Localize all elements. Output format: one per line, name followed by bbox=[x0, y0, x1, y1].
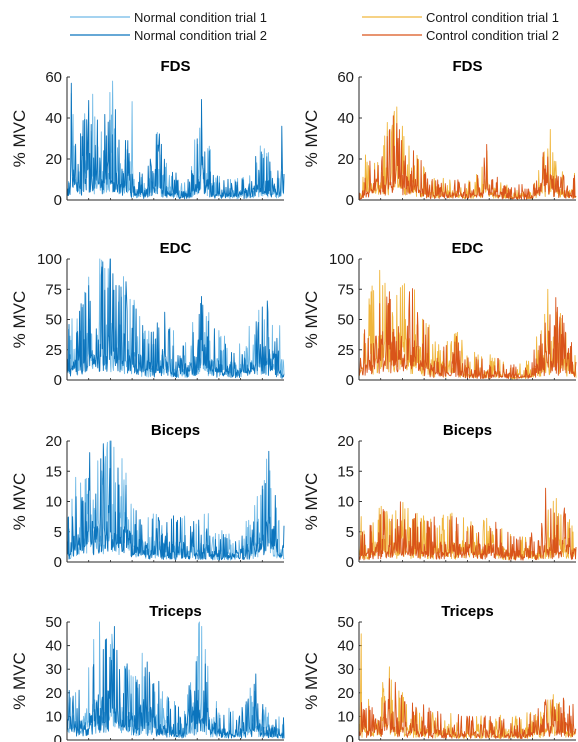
panels-grid: FDS % MVC 0 20 40 60 FDS % MVC 0 20 40 60 EDC % MVC 0 2… bbox=[10, 58, 577, 742]
y-tick-label: 30 bbox=[45, 661, 62, 678]
series-line-normal-trial-2 bbox=[66, 626, 285, 739]
y-tick-label: 40 bbox=[45, 110, 62, 127]
panel-biceps-control: Biceps % MVC 0 5 10 15 20 bbox=[302, 422, 577, 571]
panel-biceps-normal: Biceps % MVC 0 5 10 15 20 bbox=[10, 422, 285, 571]
y-tick-label: 25 bbox=[45, 342, 62, 359]
y-axis-label: % MVC bbox=[302, 291, 321, 349]
y-tick-label: 20 bbox=[45, 433, 62, 450]
legend-label-normal-trial-1: Normal condition trial 1 bbox=[134, 10, 267, 25]
series-line-normal-trial-2 bbox=[66, 82, 285, 200]
y-tick-label: 0 bbox=[346, 732, 354, 742]
panel-title: FDS bbox=[161, 58, 191, 75]
y-tick-label: 0 bbox=[54, 372, 62, 389]
series-line-normal-trial-2 bbox=[66, 258, 285, 379]
y-tick-label: 0 bbox=[346, 554, 354, 571]
y-tick-label: 20 bbox=[337, 151, 354, 168]
y-tick-label: 15 bbox=[337, 463, 354, 480]
series-line-control-trial-1 bbox=[358, 633, 577, 739]
y-tick-label: 0 bbox=[54, 554, 62, 571]
y-tick-label: 75 bbox=[45, 281, 62, 298]
panel-edc-normal: EDC % MVC 0 25 50 75 100 bbox=[10, 240, 285, 389]
y-tick-label: 100 bbox=[329, 251, 354, 268]
y-tick-label: 40 bbox=[337, 110, 354, 127]
y-axis-label: % MVC bbox=[10, 652, 29, 710]
y-tick-label: 5 bbox=[54, 524, 62, 541]
panel-triceps-control: Triceps % MVC 0 10 20 30 40 50 bbox=[302, 603, 577, 742]
panel-title: EDC bbox=[160, 240, 192, 257]
series-line-normal-trial-2 bbox=[66, 440, 285, 561]
y-tick-label: 50 bbox=[45, 312, 62, 329]
panel-edc-control: EDC % MVC 0 25 50 75 100 bbox=[302, 240, 577, 389]
y-tick-label: 40 bbox=[337, 638, 354, 655]
y-tick-label: 0 bbox=[54, 192, 62, 209]
panel-triceps-normal: Triceps % MVC 0 10 20 30 40 50 bbox=[10, 603, 285, 742]
y-tick-label: 10 bbox=[337, 708, 354, 725]
series-line-control-trial-2 bbox=[358, 288, 577, 380]
y-axis-label: % MVC bbox=[10, 110, 29, 168]
y-tick-label: 20 bbox=[337, 433, 354, 450]
panel-fds-control: FDS % MVC 0 20 40 60 bbox=[302, 58, 577, 209]
y-tick-label: 20 bbox=[45, 151, 62, 168]
legend-label-normal-trial-2: Normal condition trial 2 bbox=[134, 28, 267, 43]
y-tick-label: 100 bbox=[37, 251, 62, 268]
panel-fds-normal: FDS % MVC 0 20 40 60 bbox=[10, 58, 285, 209]
y-tick-label: 0 bbox=[346, 192, 354, 209]
series-line-normal-trial-1 bbox=[66, 440, 285, 561]
panel-title: EDC bbox=[452, 240, 484, 257]
y-axis-label: % MVC bbox=[302, 473, 321, 531]
y-tick-label: 50 bbox=[337, 614, 354, 631]
series-line-control-trial-2 bbox=[358, 487, 577, 561]
y-tick-label: 0 bbox=[54, 732, 62, 742]
legend-label-control-trial-1: Control condition trial 1 bbox=[426, 10, 559, 25]
y-tick-label: 20 bbox=[45, 685, 62, 702]
panel-title: Triceps bbox=[149, 603, 202, 620]
y-axis-label: % MVC bbox=[10, 291, 29, 349]
y-tick-label: 40 bbox=[45, 638, 62, 655]
y-axis-label: % MVC bbox=[302, 652, 321, 710]
y-tick-label: 10 bbox=[45, 494, 62, 511]
y-tick-label: 10 bbox=[337, 494, 354, 511]
panel-title: Biceps bbox=[151, 422, 200, 439]
y-tick-label: 15 bbox=[45, 463, 62, 480]
y-tick-label: 25 bbox=[337, 342, 354, 359]
y-tick-label: 60 bbox=[337, 69, 354, 86]
panel-title: Triceps bbox=[441, 603, 494, 620]
series-line-control-trial-2 bbox=[358, 678, 577, 739]
y-tick-label: 10 bbox=[45, 708, 62, 725]
panel-title: Biceps bbox=[443, 422, 492, 439]
legend: Normal condition trial 1 Normal conditio… bbox=[70, 10, 559, 43]
y-axis-label: % MVC bbox=[10, 473, 29, 531]
y-tick-label: 50 bbox=[337, 312, 354, 329]
y-tick-label: 30 bbox=[337, 661, 354, 678]
y-axis-label: % MVC bbox=[302, 110, 321, 168]
y-tick-label: 50 bbox=[45, 614, 62, 631]
y-tick-label: 20 bbox=[337, 685, 354, 702]
y-tick-label: 60 bbox=[45, 69, 62, 86]
y-tick-label: 5 bbox=[346, 524, 354, 541]
y-tick-label: 0 bbox=[346, 372, 354, 389]
panel-title: FDS bbox=[453, 58, 483, 75]
series-line-normal-trial-1 bbox=[66, 258, 285, 379]
y-tick-label: 75 bbox=[337, 281, 354, 298]
legend-label-control-trial-2: Control condition trial 2 bbox=[426, 28, 559, 43]
